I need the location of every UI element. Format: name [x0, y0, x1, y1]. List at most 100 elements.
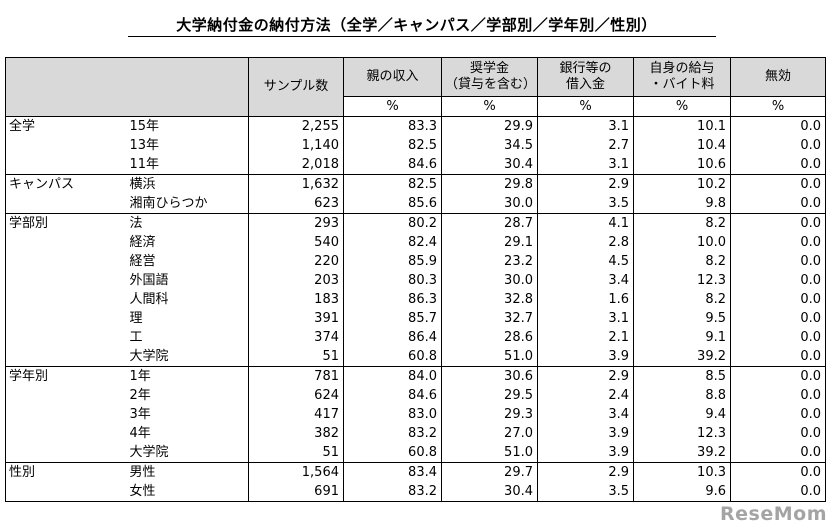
value-cell: 9.8: [633, 194, 731, 214]
value-cell: 3.1: [537, 155, 634, 175]
value-cell: 28.7: [441, 213, 538, 233]
table-row: 2年 624 84.6 29.5 2.4 8.8 0.0: [6, 386, 826, 405]
subgroup-label: 湘南ひらつか: [129, 196, 208, 211]
value-cell: 2.9: [537, 174, 634, 194]
value-cell: 9.5: [633, 309, 731, 328]
value-cell: 0.0: [730, 405, 826, 424]
value-cell: 80.3: [343, 271, 442, 290]
subgroup-label: 人間科: [129, 292, 169, 307]
value-cell: 3.9: [537, 424, 634, 443]
value-cell: 80.2: [343, 213, 442, 233]
header-bank-loan: 銀行等の 借入金: [537, 57, 634, 97]
value-cell: 29.1: [441, 233, 538, 252]
header-label: 奨学金 （貸与を含む）: [445, 61, 537, 92]
value-cell: 23.2: [441, 252, 538, 271]
value-cell: 0.0: [730, 233, 826, 252]
table-row: 工 374 86.4 28.6 2.1 9.1 0.0: [6, 328, 826, 347]
table-row: 4年 382 83.2 27.0 3.9 12.3 0.0: [6, 424, 826, 443]
unit-cell: %: [730, 96, 826, 117]
value-cell: 30.0: [441, 194, 538, 214]
value-cell: 12.3: [633, 271, 731, 290]
value-cell: 3.5: [537, 194, 634, 214]
value-cell: 183: [248, 290, 344, 309]
subgroup-label: 2年: [129, 388, 151, 403]
value-cell: 781: [248, 366, 344, 386]
value-cell: 0.0: [730, 116, 826, 136]
value-cell: 623: [248, 194, 344, 214]
subgroup-label: 1年: [126, 366, 249, 386]
table-row: 性別 男性 1,564 83.4 29.7 2.9 10.3 0.0: [5, 462, 826, 502]
value-cell: 3.4: [537, 271, 634, 290]
unit-cell: %: [633, 96, 731, 117]
value-cell: 12.3: [633, 424, 731, 443]
subgroup-label: 法: [126, 213, 249, 233]
unit-cell: %: [441, 96, 538, 117]
value-cell: 84.6: [343, 155, 442, 175]
value-cell: 0.0: [730, 271, 826, 290]
table-row: 13年 1,140 82.5 34.5 2.7 10.4 0.0: [6, 136, 826, 155]
value-cell: 10.0: [633, 233, 731, 252]
value-cell: 2.4: [537, 386, 634, 405]
value-cell: 82.4: [343, 233, 442, 252]
value-cell: 51: [248, 443, 344, 463]
table-row: 大学院 51 60.8 51.0 3.9 39.2 0.0: [6, 347, 826, 367]
value-cell: 82.5: [343, 136, 442, 155]
value-cell: 417: [248, 405, 344, 424]
value-cell: 60.8: [343, 443, 442, 463]
subgroup-label: 経営: [129, 254, 156, 269]
value-cell: 30.4: [441, 155, 538, 175]
value-cell: 30.6: [441, 366, 538, 386]
value-cell: 8.5: [633, 366, 731, 386]
value-cell: 1.6: [537, 290, 634, 309]
value-cell: 0.0: [730, 290, 826, 309]
value-cell: 85.7: [343, 309, 442, 328]
value-cell: 85.6: [343, 194, 442, 214]
value-cell: 0.0: [730, 462, 826, 482]
value-cell: 4.5: [537, 252, 634, 271]
value-cell: 0.0: [730, 386, 826, 405]
value-cell: 86.3: [343, 290, 442, 309]
resemom-watermark: ReseMom: [720, 503, 827, 525]
value-cell: 0.0: [730, 482, 826, 502]
table-row: 経営 220 85.9 23.2 4.5 8.2 0.0: [6, 252, 826, 271]
table-row: キャンパス 横浜 1,632 82.5 29.8 2.9 10.2 0.0: [5, 174, 826, 214]
value-cell: 3.9: [537, 347, 634, 367]
title-underline: [128, 36, 716, 37]
value-cell: 2.1: [537, 328, 634, 347]
value-cell: 1,564: [248, 462, 344, 482]
value-cell: 0.0: [730, 252, 826, 271]
header-parent-income: 親の収入: [343, 57, 442, 97]
value-cell: 29.3: [441, 405, 538, 424]
value-cell: 82.5: [343, 174, 442, 194]
subgroup-label: 男性: [126, 462, 249, 482]
value-cell: 4.1: [537, 213, 634, 233]
value-cell: 30.4: [441, 482, 538, 502]
value-cell: 3.4: [537, 405, 634, 424]
payment-method-table: サンプル数 親の収入 奨学金 （貸与を含む） 銀行等の 借入金 自身の給与 ・バ…: [5, 57, 826, 502]
value-cell: 220: [248, 252, 344, 271]
value-cell: 34.5: [441, 136, 538, 155]
value-cell: 51.0: [441, 443, 538, 463]
value-cell: 39.2: [633, 347, 731, 367]
value-cell: 10.2: [633, 174, 731, 194]
value-cell: 540: [248, 233, 344, 252]
value-cell: 2.8: [537, 233, 634, 252]
table-body: 全学 15年 2,255 83.3 29.9 3.1 10.1 0.0 13年 1,140 82.5…: [5, 116, 826, 502]
table-row: 学年別 1年 781 84.0 30.6 2.9 8.5 0.0: [5, 366, 826, 463]
subgroup-label: 理: [129, 311, 143, 326]
subgroup-label: 工: [129, 330, 143, 345]
value-cell: 10.4: [633, 136, 731, 155]
value-cell: 30.0: [441, 271, 538, 290]
value-cell: 28.6: [441, 328, 538, 347]
value-cell: 3.1: [537, 116, 634, 136]
header-label: 自身の給与 ・バイト料: [649, 61, 715, 92]
value-cell: 10.1: [633, 116, 731, 136]
subgroup-label: 4年: [129, 426, 151, 441]
group-label: キャンパス: [5, 174, 127, 214]
subgroup-label: 3年: [129, 407, 151, 422]
value-cell: 0.0: [730, 328, 826, 347]
table-row: 外国語 203 80.3 30.0 3.4 12.3 0.0: [6, 271, 826, 290]
value-cell: 2.7: [537, 136, 634, 155]
value-cell: 293: [248, 213, 344, 233]
value-cell: 391: [248, 309, 344, 328]
